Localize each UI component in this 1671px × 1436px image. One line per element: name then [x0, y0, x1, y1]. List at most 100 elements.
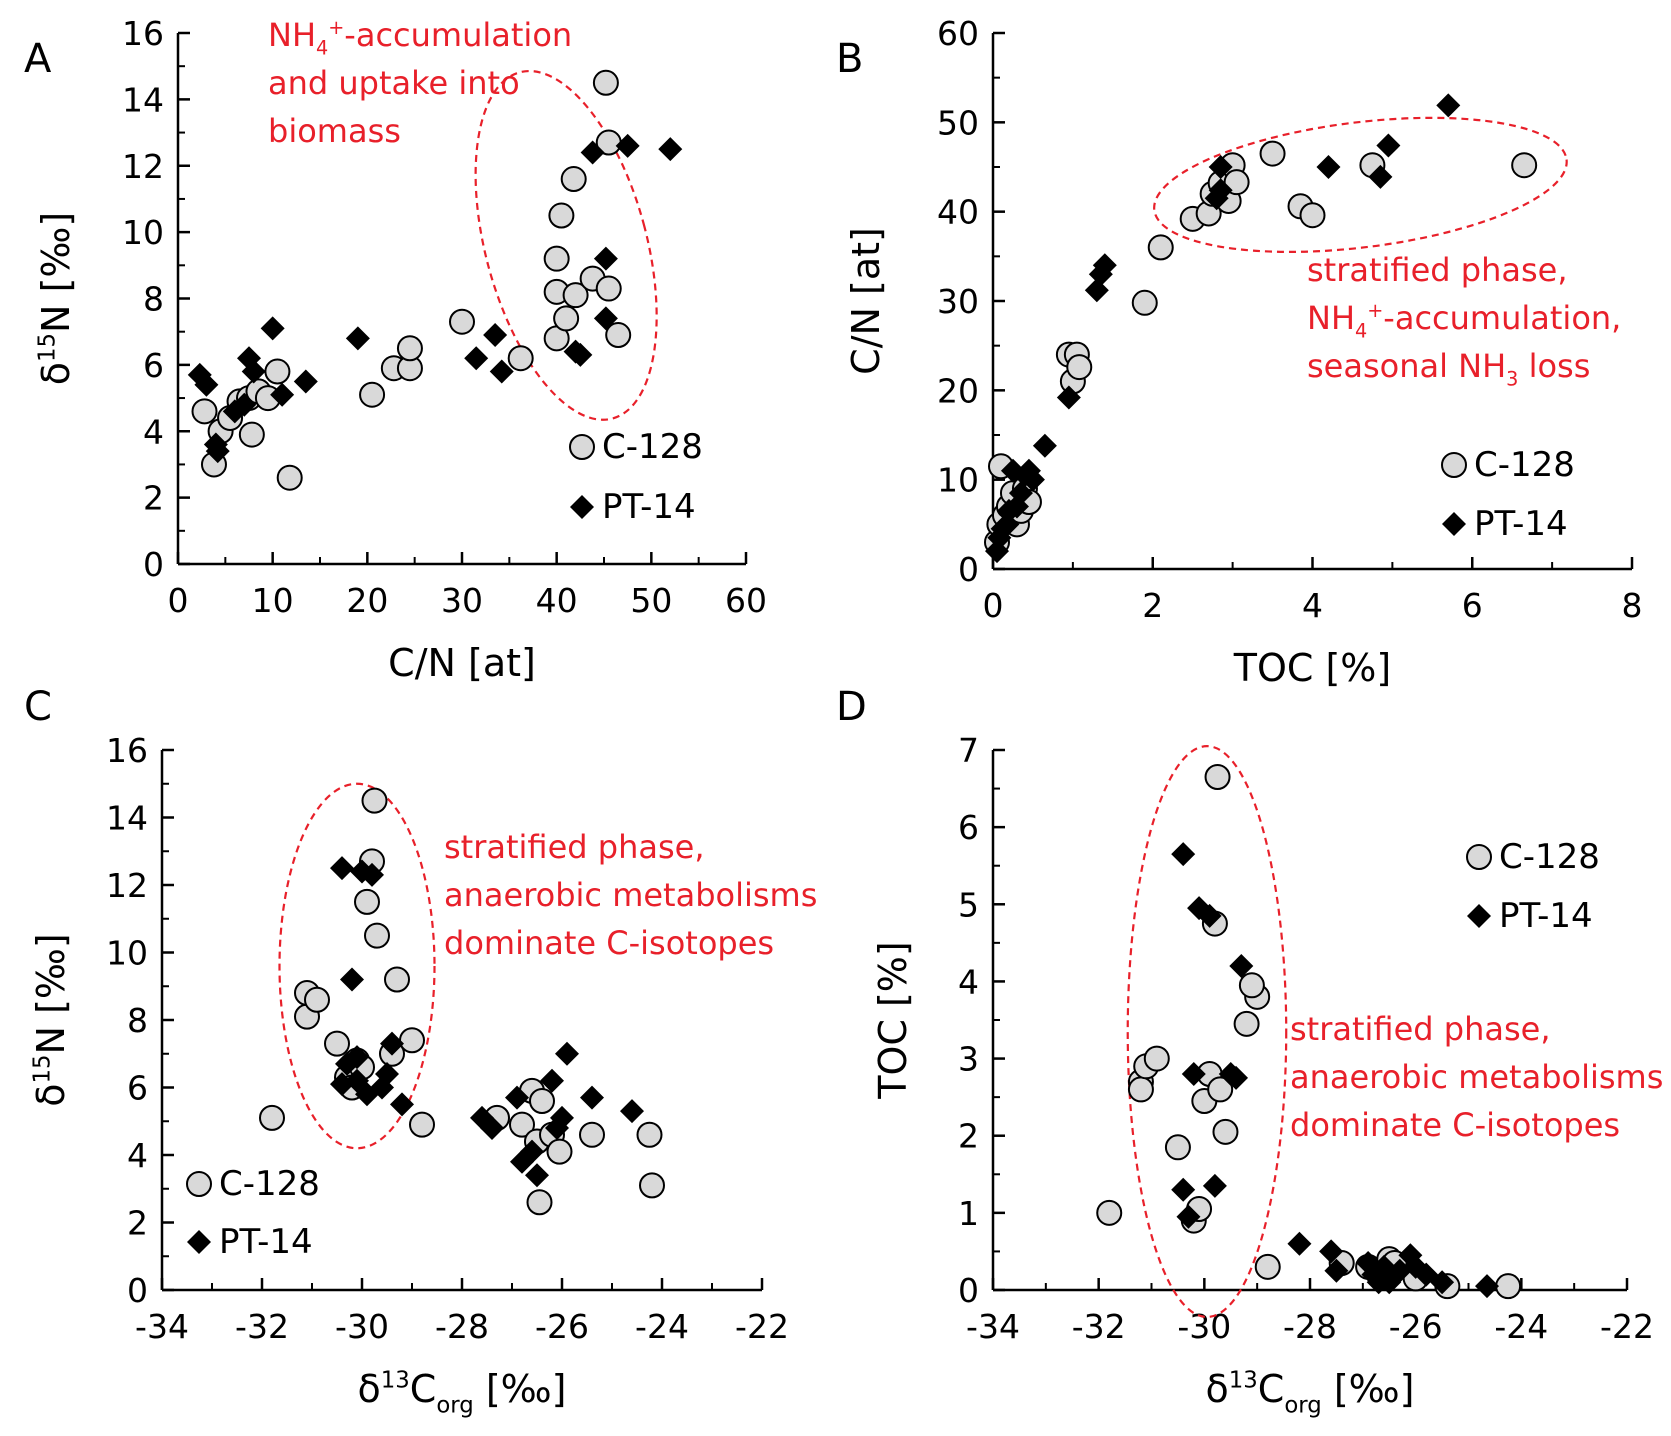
y-tick-label: 2	[143, 479, 164, 518]
data-point	[1376, 133, 1401, 158]
y-tick-label: 0	[143, 545, 164, 584]
data-point	[345, 326, 370, 351]
data-point	[546, 1138, 573, 1165]
data-point	[364, 922, 390, 949]
series-pt-14	[984, 93, 1461, 564]
data-point	[409, 1111, 435, 1138]
data-point	[360, 862, 384, 887]
data-point	[1254, 1253, 1281, 1280]
panel-a: 0 2 4 6 8 10 12 14 16 0 10 20 30 40 50 60 C/N [at] δ15N […	[24, 14, 767, 685]
data-point	[483, 323, 508, 348]
x-tick-label: -26	[1389, 1307, 1443, 1346]
data-point	[361, 787, 388, 814]
data-point	[191, 398, 218, 425]
y-tick-label: 30	[937, 282, 979, 321]
y-tick-label: 8	[143, 280, 164, 319]
legend-marker-c-128	[1441, 452, 1467, 478]
data-point	[560, 166, 587, 193]
y-tick-label: 14	[106, 799, 148, 838]
series-pt-14	[330, 856, 644, 1188]
data-point	[205, 439, 230, 464]
data-point	[550, 1105, 574, 1130]
y-tick-label: 50	[937, 103, 979, 142]
y-tick-label: 7	[958, 731, 979, 770]
data-point	[507, 345, 534, 372]
x-tick-label: 6	[1462, 586, 1483, 625]
data-point	[359, 381, 386, 408]
data-point	[579, 1121, 605, 1148]
y-tick-label: 1	[958, 1194, 979, 1233]
data-point	[375, 1062, 399, 1086]
data-point	[1299, 202, 1326, 229]
data-point	[340, 967, 364, 992]
data-point	[526, 1189, 553, 1216]
data-point	[1208, 178, 1233, 203]
data-point	[345, 1045, 369, 1070]
data-point	[1233, 1010, 1260, 1037]
data-point	[1495, 1273, 1522, 1300]
data-point	[520, 1139, 544, 1164]
data-point	[1207, 1076, 1234, 1103]
y-axis-title: TOC [%]	[871, 941, 915, 1100]
x-tick-label: -34	[135, 1307, 189, 1346]
data-point	[525, 1163, 549, 1188]
y-tick-label: 14	[122, 80, 164, 119]
data-point	[264, 358, 291, 385]
data-point	[241, 359, 266, 384]
data-point	[1368, 164, 1393, 189]
y-tick-label: 2	[958, 1117, 979, 1156]
x-tick-label: -24	[1494, 1307, 1548, 1346]
data-point	[194, 372, 219, 397]
data-point	[1197, 903, 1222, 928]
legend-label-pt-14: PT-14	[602, 487, 696, 527]
y-tick-label: 0	[958, 1271, 979, 1310]
legend-label-c-128: C-128	[1474, 445, 1575, 485]
panel-c: 0 2 4 6 8 10 12 14 16 -34 -32 -30 -28 -26 -24 -22 δ13Cor…	[24, 684, 817, 1418]
data-point	[396, 335, 423, 362]
data-point	[276, 464, 303, 491]
data-point	[1287, 1231, 1312, 1256]
x-tick-label: -28	[1283, 1307, 1337, 1346]
y-tick-label: 8	[127, 1001, 148, 1040]
annotation-line: anaerobic metabolisms	[444, 876, 817, 914]
annotation-line: stratified phase,	[444, 828, 704, 866]
x-tick-label: 4	[1302, 586, 1323, 625]
y-tick-label: 10	[122, 213, 164, 252]
y-tick-label: 4	[127, 1136, 148, 1175]
x-tick-label: 60	[725, 581, 767, 620]
data-point	[1316, 155, 1341, 179]
data-point	[1238, 972, 1265, 999]
x-axis-title: δ13Corg [‰]	[1206, 1367, 1415, 1418]
data-point	[620, 1099, 644, 1124]
data-point	[270, 382, 295, 407]
y-tick-label: 12	[122, 147, 164, 186]
y-axis-title: C/N [at]	[844, 227, 888, 375]
data-point	[595, 275, 622, 302]
y-tick-label: 16	[122, 14, 164, 53]
x-tick-label: 0	[168, 581, 189, 620]
data-point	[555, 1041, 579, 1066]
x-tick-label: -32	[235, 1307, 289, 1346]
legend-marker-c-128	[569, 434, 595, 460]
legend: C-128 PT-14	[1466, 837, 1600, 936]
x-tick-label: 8	[1622, 586, 1643, 625]
series-c-128	[1096, 764, 1522, 1300]
annotation-line: stratified phase,	[1307, 251, 1567, 289]
y-tick-label: 10	[106, 934, 148, 973]
panel-label: D	[836, 684, 867, 730]
y-tick-label: 0	[127, 1271, 148, 1310]
x-tick-label: 10	[252, 581, 294, 620]
annotation-line: dominate C-isotopes	[444, 924, 774, 962]
annotation-line: anaerobic metabolisms	[1290, 1058, 1663, 1096]
data-point	[1324, 1258, 1349, 1283]
data-point	[1171, 842, 1196, 867]
annotation-line: NH4+-accumulation,	[1307, 299, 1621, 343]
legend-label-pt-14: PT-14	[219, 1222, 313, 1262]
series-c-128	[191, 69, 632, 491]
data-point	[1066, 354, 1093, 381]
annotation-line: seasonal NH3 loss	[1307, 347, 1590, 391]
y-tick-label: 6	[127, 1069, 148, 1108]
highlight-ellipse	[278, 782, 436, 1150]
y-tick-label: 3	[958, 1040, 979, 1079]
